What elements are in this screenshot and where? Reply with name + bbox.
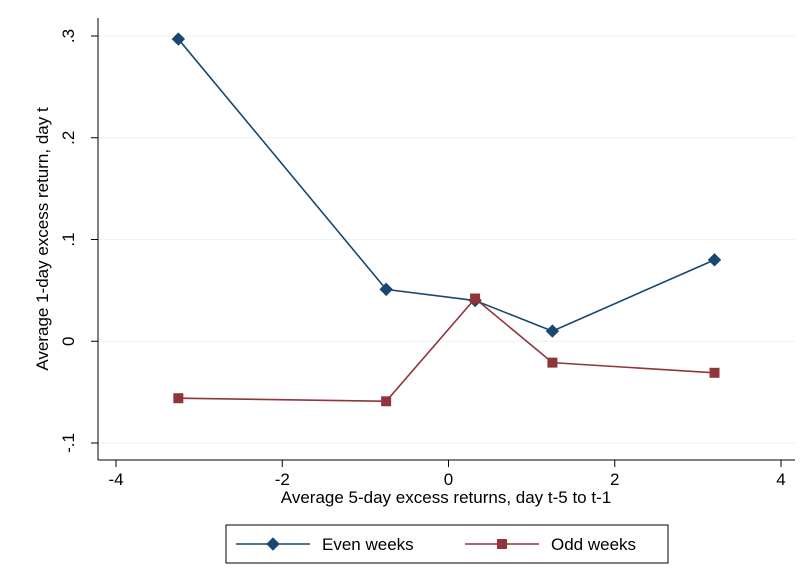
y-axis-ticks: -.1 0 .1 .2 .3 <box>59 29 98 453</box>
x-tick-label-2: 0 <box>444 470 453 489</box>
legend-marker-odd-weeks <box>497 539 507 549</box>
y-axis-label: Average 1-day excess return, day t <box>33 107 52 371</box>
legend-label-even-weeks: Even weeks <box>322 535 414 554</box>
y-tick-label-0: -.1 <box>59 433 78 453</box>
legend: Even weeks Odd weeks <box>236 535 636 554</box>
data-point-odd-weeks-2 <box>470 293 481 304</box>
y-tick-label-4: .3 <box>59 29 78 43</box>
data-point-even-weeks-0 <box>171 32 186 46</box>
x-tick-label-1: -2 <box>275 470 290 489</box>
data-point-odd-weeks-4 <box>709 367 720 378</box>
data-point-even-weeks-1 <box>379 282 393 297</box>
x-tick-label-4: 4 <box>776 470 785 489</box>
legend-label-odd-weeks: Odd weeks <box>551 535 636 554</box>
y-tick-label-3: .2 <box>59 131 78 145</box>
x-axis-ticks: -4 -2 0 2 4 <box>108 460 786 489</box>
y-tick-label-2: .1 <box>59 232 78 246</box>
data-point-even-weeks-3 <box>545 324 560 338</box>
x-axis-label: Average 5-day excess returns, day t-5 to… <box>281 488 611 507</box>
data-point-odd-weeks-0 <box>173 393 184 404</box>
x-tick-label-3: 2 <box>610 470 619 489</box>
grid <box>98 35 795 444</box>
legend-marker-even-weeks <box>266 537 280 551</box>
x-tick-label-0: -4 <box>108 470 123 489</box>
data-point-even-weeks-4 <box>707 253 722 267</box>
data-point-odd-weeks-1 <box>381 396 392 407</box>
y-tick-label-1: 0 <box>59 337 78 346</box>
series-group <box>171 32 722 407</box>
data-point-odd-weeks-3 <box>547 357 558 368</box>
